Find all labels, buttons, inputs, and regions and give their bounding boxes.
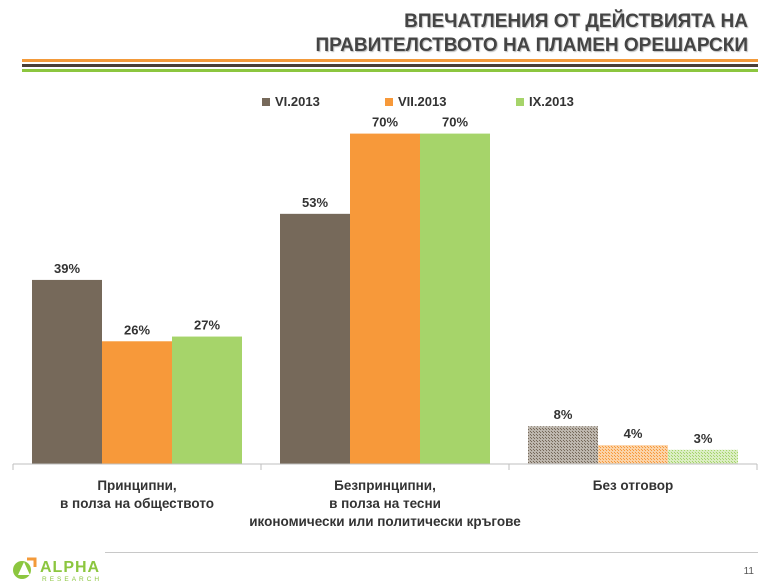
legend-label-1: VI.2013	[275, 94, 320, 109]
bar-VI.2013-cat3	[528, 426, 598, 464]
alpha-research-logo: ALPHA RESEARCH	[13, 557, 102, 583]
page-title: ВПЕЧАТЛЕНИЯ ОТ ДЕЙСТВИЯТА НА ПРАВИТЕЛСТВ…	[316, 10, 748, 58]
legend-item-2: VII.2013	[385, 94, 446, 109]
category-label-2-line-2: в полза на тесни	[329, 496, 441, 511]
header-stripe-orange	[22, 59, 758, 62]
logo-mark-icon	[13, 557, 37, 579]
data-label-VI.2013-cat1: 39%	[54, 261, 80, 276]
bar-IX.2013-cat3	[668, 449, 738, 464]
legend-label-3: IX.2013	[529, 94, 574, 109]
data-label-VI.2013-cat2: 53%	[302, 195, 328, 210]
category-label-2-line-1: Безпринципни,	[334, 478, 436, 493]
legend-swatch-1	[262, 97, 270, 106]
bar-VII.2013-cat1	[102, 341, 172, 464]
bar-IX.2013-cat2	[420, 133, 490, 464]
bar-VI.2013-cat2	[280, 213, 350, 464]
category-label-1: Принципни, в полза на обществото	[0, 477, 287, 513]
logo-text: ALPHA	[40, 559, 100, 576]
data-label-IX.2013-cat2: 70%	[442, 115, 468, 130]
data-label-VII.2013-cat3: 4%	[624, 426, 643, 441]
title-line-2: ПРАВИТЕЛСТВОТО НА ПЛАМЕН ОРЕШАРСКИ	[315, 35, 748, 56]
bar-VII.2013-cat2	[350, 133, 420, 464]
legend-swatch-2	[385, 97, 393, 106]
data-label-IX.2013-cat3: 3%	[694, 431, 713, 446]
category-label-3: Без отговор	[483, 477, 780, 495]
chart-legend: VI.2013 VII.2013 IX.2013	[0, 94, 780, 114]
data-label-IX.2013-cat1: 27%	[194, 318, 220, 333]
bar-IX.2013-cat1	[172, 336, 242, 464]
bar-VI.2013-cat1	[32, 279, 102, 464]
header-stripe-brown	[22, 64, 758, 67]
legend-label-2: VII.2013	[398, 94, 447, 109]
category-label-2-line-3: икономически или политически кръгове	[249, 514, 521, 529]
category-label-2: Безпринципни, в полза на тесни икономическ…	[235, 477, 535, 531]
page-number: 11	[743, 566, 754, 577]
data-label-VII.2013-cat1: 26%	[124, 322, 150, 337]
footer-divider	[105, 552, 758, 553]
category-label-1-line-1: Принципни,	[97, 478, 177, 493]
legend-swatch-3	[516, 97, 524, 106]
legend-item-1: VI.2013	[262, 94, 320, 109]
header-stripe-green	[22, 69, 758, 72]
legend-item-3: IX.2013	[516, 94, 574, 109]
category-label-3-line-1: Без отговор	[592, 478, 674, 493]
title-line-1: ВПЕЧАТЛЕНИЯ ОТ ДЕЙСТВИЯТА НА	[404, 11, 748, 32]
data-label-VII.2013-cat2: 70%	[372, 115, 398, 130]
category-label-1-line-2: в полза на обществото	[59, 496, 215, 511]
bar-VII.2013-cat3	[598, 445, 668, 464]
logo-subtext: RESEARCH	[42, 576, 102, 583]
data-label-VI.2013-cat3: 8%	[554, 407, 573, 422]
